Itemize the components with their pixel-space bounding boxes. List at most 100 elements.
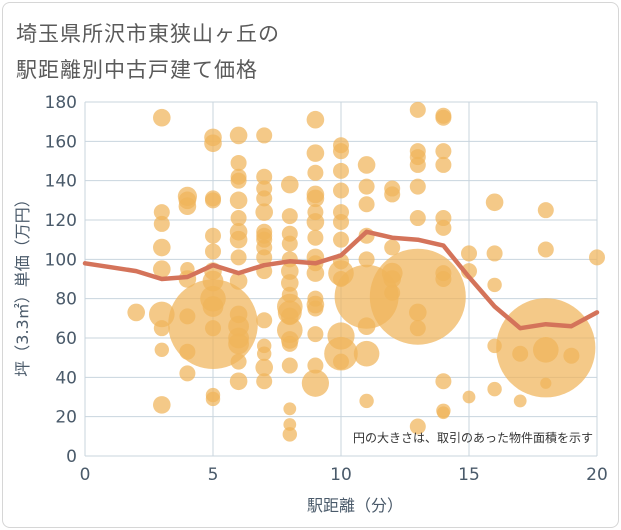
data-bubble — [563, 347, 580, 364]
data-bubble — [307, 300, 324, 317]
data-bubble — [487, 277, 502, 293]
data-bubble — [282, 427, 297, 442]
x-tick-label: 10 — [330, 465, 352, 485]
data-bubble — [229, 272, 248, 290]
data-bubble — [409, 210, 426, 227]
data-bubble — [435, 219, 452, 236]
data-bubble — [205, 243, 221, 260]
data-bubble — [306, 189, 325, 208]
data-bubble — [333, 231, 349, 248]
data-bubble — [306, 110, 325, 129]
data-bubble — [256, 190, 273, 207]
y-tick-label: 60 — [55, 329, 77, 349]
data-bubble — [384, 186, 401, 203]
y-tick-label: 120 — [45, 211, 77, 231]
y-tick-label: 80 — [55, 290, 77, 310]
data-bubble — [409, 178, 426, 195]
data-bubble — [281, 274, 299, 292]
data-bubble — [589, 249, 605, 266]
bubble-size-note: 円の大きさは、取引のあった物件面積を示す — [353, 430, 593, 445]
data-bubble — [149, 301, 175, 328]
data-bubble — [409, 303, 427, 322]
data-bubble — [537, 202, 554, 219]
data-bubble — [153, 396, 171, 414]
y-tick-label: 100 — [45, 250, 77, 270]
data-bubble — [256, 168, 273, 185]
data-bubble — [283, 418, 297, 431]
data-bubble — [307, 357, 324, 374]
data-bubble — [230, 249, 247, 266]
data-bubble — [306, 264, 325, 282]
data-bubble — [153, 108, 171, 127]
data-bubble — [307, 164, 324, 181]
data-bubble — [513, 394, 527, 408]
data-bubble — [281, 208, 298, 225]
data-bubble — [179, 365, 196, 382]
data-bubble — [333, 143, 349, 160]
data-bubble — [409, 320, 426, 337]
data-bubble — [307, 229, 324, 246]
data-bubble — [178, 197, 197, 216]
data-bubble — [228, 333, 250, 355]
data-bubble — [486, 245, 503, 262]
x-tick-label: 20 — [586, 465, 608, 485]
y-tick-label: 180 — [45, 93, 77, 113]
data-bubble — [256, 373, 273, 390]
data-bubble — [357, 317, 376, 336]
data-bubble — [229, 372, 248, 391]
data-bubble — [205, 227, 221, 244]
data-bubble — [153, 320, 170, 337]
x-tick-label: 0 — [80, 465, 91, 485]
y-tick-label: 40 — [55, 368, 77, 388]
data-bubble — [256, 312, 273, 329]
y-tick-label: 160 — [45, 132, 77, 152]
data-bubble — [435, 109, 452, 126]
bubble-layer — [127, 101, 605, 442]
data-bubble — [461, 245, 477, 262]
data-bubble — [306, 144, 325, 162]
data-bubble — [409, 156, 426, 173]
y-tick-label: 20 — [55, 408, 77, 428]
data-bubble — [462, 390, 476, 404]
x-tick-label: 5 — [208, 465, 219, 485]
data-bubble — [153, 260, 171, 278]
data-bubble — [333, 213, 349, 230]
data-bubble — [153, 238, 171, 257]
data-bubble — [353, 340, 380, 367]
data-bubble — [229, 126, 248, 145]
y-tick-label: 140 — [45, 172, 77, 192]
data-bubble — [301, 369, 329, 397]
data-bubble — [205, 192, 221, 209]
data-bubble — [256, 127, 273, 144]
data-bubble — [435, 373, 452, 390]
data-bubble — [537, 241, 554, 258]
tick-labels: 0 20 40 60 80 100 120 140 160 180 0 5 10 15 20 — [45, 93, 608, 485]
data-bubble — [487, 381, 502, 397]
data-bubble — [485, 193, 504, 212]
data-bubble — [533, 337, 559, 363]
data-bubble — [205, 320, 221, 337]
data-bubble — [357, 156, 376, 174]
data-bubble — [153, 204, 170, 221]
data-bubble — [540, 377, 552, 389]
data-bubble — [255, 358, 273, 377]
data-bubble — [127, 303, 145, 322]
data-bubble — [358, 196, 375, 213]
data-bubble — [333, 182, 349, 199]
data-bubble — [256, 249, 273, 266]
data-bubble — [307, 326, 324, 343]
x-axis-label: 駅距離（分） — [307, 496, 403, 515]
data-bubble — [358, 251, 375, 268]
data-bubble — [153, 215, 170, 232]
data-bubble — [229, 230, 248, 249]
data-bubble — [205, 391, 221, 407]
data-bubble — [154, 342, 169, 357]
data-bubble — [435, 156, 452, 173]
data-bubble — [257, 346, 272, 361]
data-bubble — [435, 271, 452, 287]
data-bubble — [409, 101, 426, 118]
data-bubble — [281, 357, 298, 374]
data-bubble — [230, 353, 247, 370]
x-tick-label: 15 — [458, 465, 480, 485]
